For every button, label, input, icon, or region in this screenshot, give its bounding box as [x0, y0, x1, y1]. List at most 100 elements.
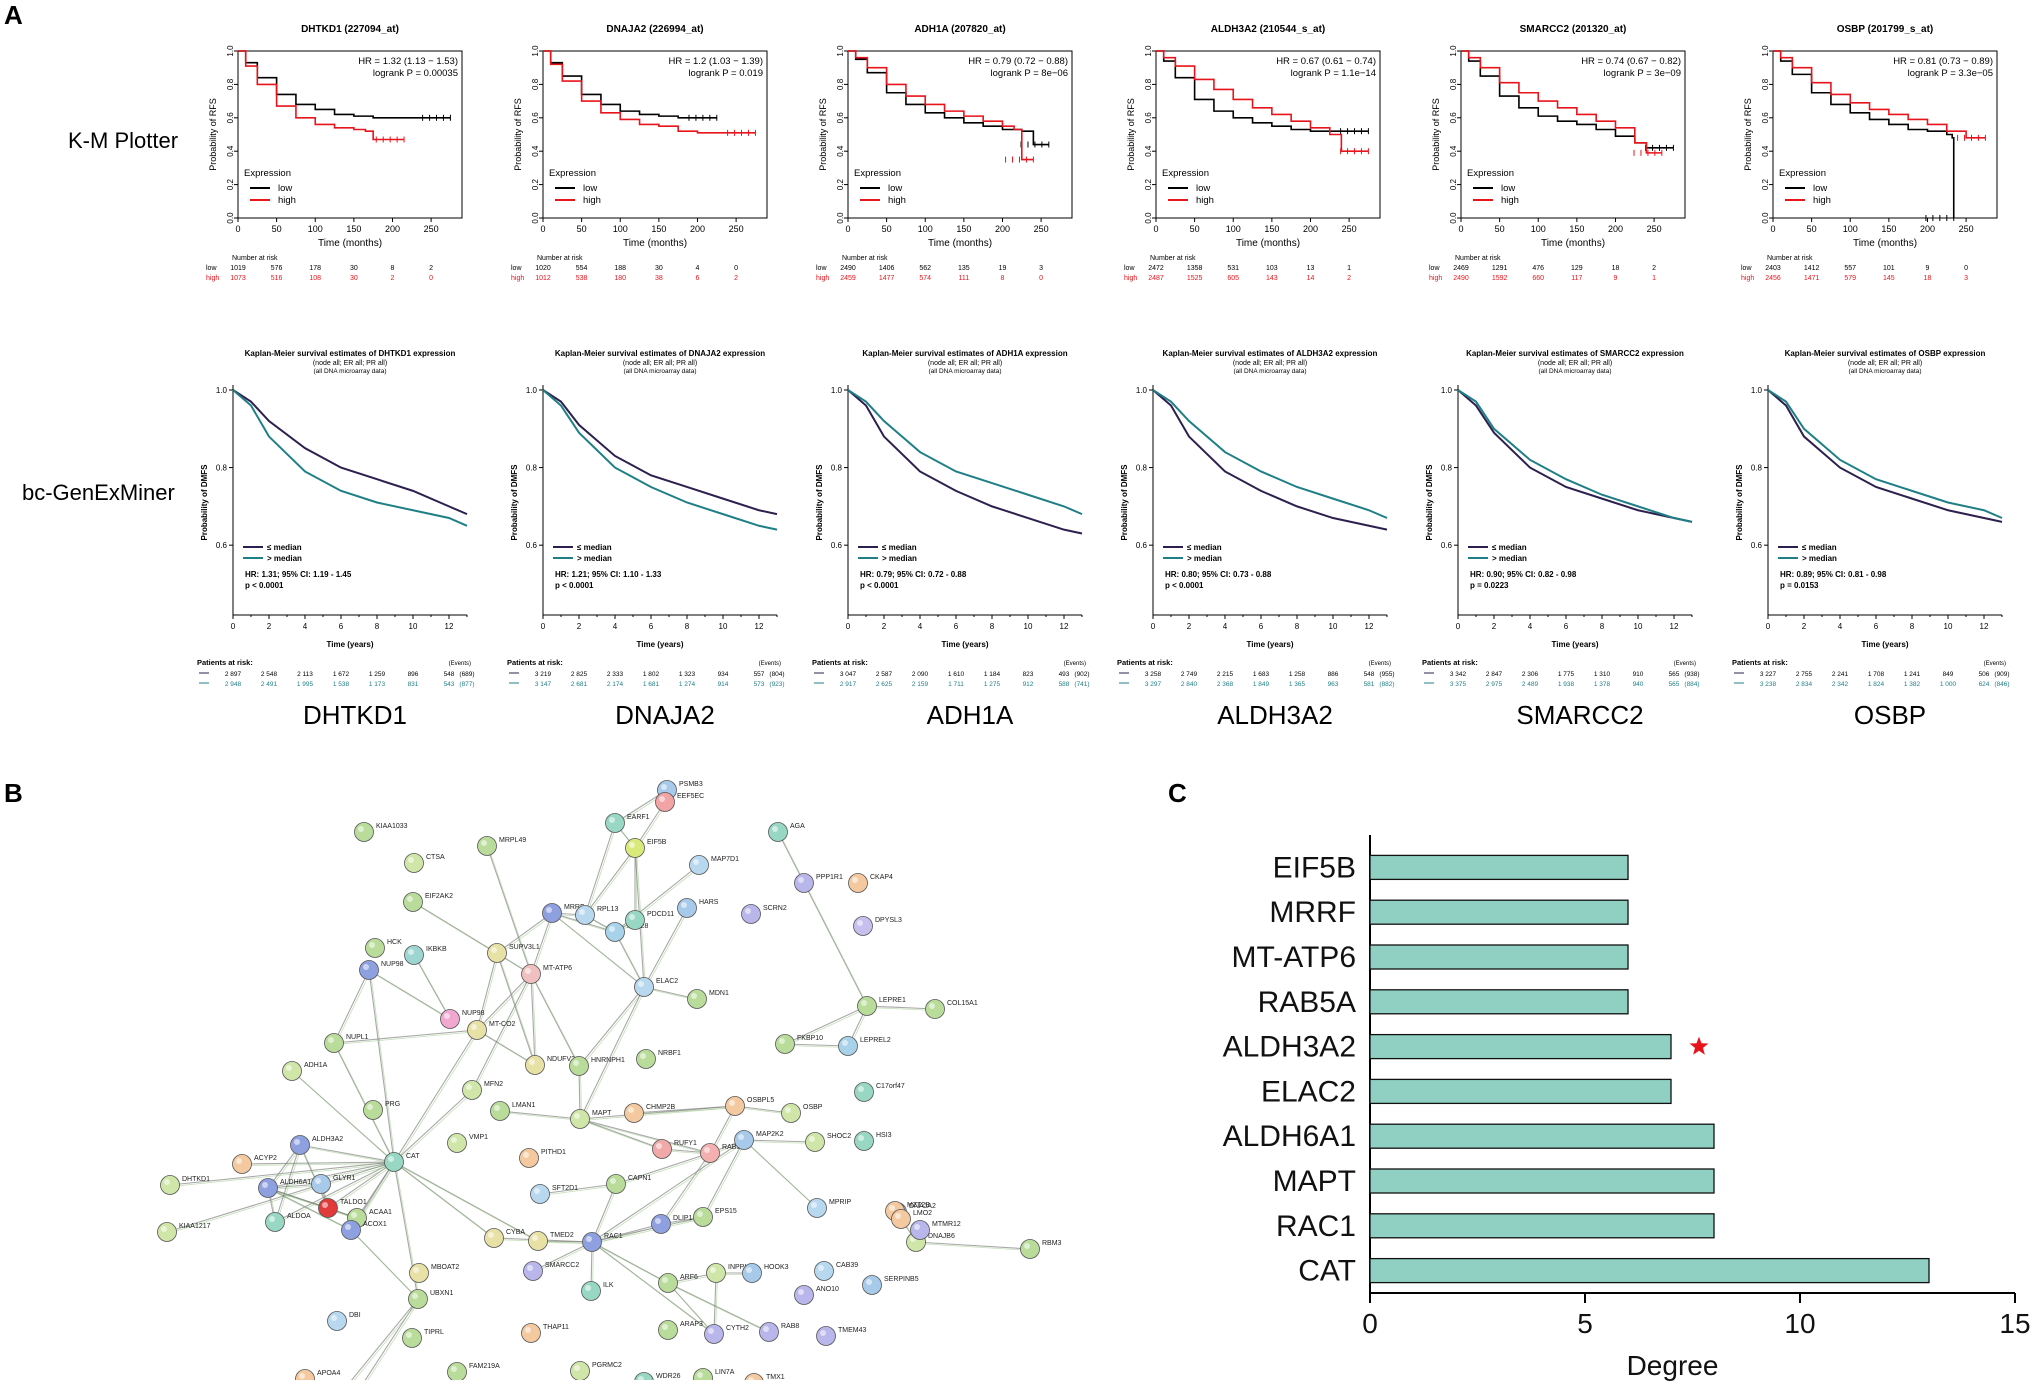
bc-risk-low-value: (955) — [1379, 671, 1394, 678]
km-risk-low-value: 1412 — [1804, 265, 1820, 272]
bc-risk-low-value: 493 — [1059, 671, 1070, 678]
network-node: ALDOA — [265, 1212, 311, 1232]
bc-risk-high-value: 2 917 — [840, 681, 857, 688]
km-xlabel: Time (months) — [318, 238, 382, 249]
network-node-highlight — [708, 1328, 714, 1334]
bc-title: Kaplan-Meier survival estimates of ALDH3… — [1163, 349, 1378, 358]
network-node-label: LMAN1 — [512, 1102, 535, 1109]
network-edge — [413, 954, 451, 1020]
km-xlabel: Time (months) — [1853, 238, 1917, 249]
network-node: LIN7A — [693, 1368, 735, 1380]
bc-ytick-label: 1.0 — [216, 386, 228, 395]
network-edge-evidence — [301, 1146, 396, 1164]
bc-risk-high-value: (877) — [459, 681, 474, 688]
network-edge-evidence — [532, 975, 537, 1067]
bc-risk-low-value: 1 610 — [948, 671, 965, 678]
bc-risk-high-value: (882) — [1379, 681, 1394, 688]
network-edge — [784, 1005, 868, 1045]
bc-curve-low — [1767, 389, 2003, 523]
network-node-label: MAPT — [592, 1110, 612, 1117]
km-risk-row-low: low — [816, 265, 827, 272]
bc-legend-low: ≤ median — [267, 543, 302, 552]
network-node-circle — [318, 1198, 338, 1218]
network-node: EEF5EC — [655, 792, 704, 812]
network-node-circle — [854, 1082, 874, 1102]
km-legend-high: high — [1196, 195, 1214, 206]
bc-risk-low-value: 1 775 — [1558, 671, 1575, 678]
bc-hr: HR: 0.90; 95% CI: 0.82 - 0.98 — [1470, 570, 1577, 579]
bc-risk-low-value: (909) — [1994, 671, 2009, 678]
km-risk-row-high: high — [206, 275, 219, 282]
km-legend-title: Expression — [1779, 168, 1826, 179]
bar-label-mapt: MAPT — [1273, 1165, 1356, 1198]
km-legend-title: Expression — [244, 168, 291, 179]
bc-risk-high-value: 1 000 — [1940, 681, 1957, 688]
network-edge — [579, 986, 645, 1120]
km-risk-low-value: 576 — [271, 265, 283, 272]
bc-risk-label: Patients at risk: — [1422, 658, 1478, 667]
bc-xtick-label: 6 — [1874, 622, 1879, 631]
km-hr: HR = 1.2 (1.03 − 1.39) — [668, 56, 763, 67]
km-xtick-label: 250 — [1342, 224, 1357, 234]
km-risk-row-high: high — [1429, 275, 1442, 282]
panel-letter-c: C — [1168, 778, 1187, 808]
km-xtick-label: 200 — [1608, 224, 1623, 234]
network-edge — [530, 973, 536, 1066]
km-legend-low: low — [1501, 183, 1515, 194]
bc-curve-high — [542, 389, 778, 531]
network-node-label: RUFY1 — [674, 1140, 697, 1147]
bc-ylabel: Probability of DMFS — [1735, 464, 1744, 541]
km-risk-high-value: 2459 — [840, 275, 856, 282]
bc-risk-high-value: 2 834 — [1796, 681, 1813, 688]
network-node: TMED2 — [528, 1231, 574, 1251]
bc-title: Kaplan-Meier survival estimates of DHTKD… — [245, 349, 456, 358]
network-node: HSI3 — [854, 1131, 892, 1151]
km-chart-dnaja2: DNAJA2 (226994_at) 0.0 0.2 0.4 0.6 0.8 1.0 0 50 1… — [511, 24, 768, 282]
bc-risk-low-value: 1 708 — [1868, 671, 1885, 678]
network-node-label: DHTKD1 — [182, 1176, 210, 1183]
network-edge — [866, 1005, 936, 1010]
network-node-label: HSI3 — [876, 1132, 892, 1139]
network-node-circle — [741, 904, 761, 924]
network-node-highlight — [164, 1179, 170, 1185]
bc-events-label: (Events) — [1984, 661, 2006, 667]
km-pvalue: logrank P = 3.3e−05 — [1908, 68, 1993, 79]
bc-risk-low-value: 1 672 — [333, 671, 350, 678]
network-node-label: CAPN1 — [628, 1175, 651, 1182]
network-edge-evidence — [370, 971, 396, 1164]
gene-label-adh1a: ADH1A — [926, 700, 1014, 730]
network-node-label: DNAJB6 — [928, 1233, 955, 1240]
km-legend-high: high — [888, 195, 906, 206]
network-node-highlight — [638, 981, 644, 987]
network-node: VMP1 — [447, 1133, 488, 1153]
km-risk-row-low: low — [206, 265, 217, 272]
km-ytick-label: 0.4 — [531, 145, 540, 157]
network-node-label: RBM3 — [1042, 1240, 1062, 1247]
bc-risk-high-value: 3 238 — [1760, 681, 1777, 688]
bc-xlabel: Time (years) — [942, 640, 989, 649]
bc-hr: HR: 0.79; 95% CI: 0.72 - 0.88 — [860, 570, 967, 579]
km-risk-low-value: 554 — [576, 265, 588, 272]
network-node: ELAC2 — [634, 977, 678, 997]
bc-ytick-label: 0.8 — [526, 464, 538, 473]
bc-risk-high-value: 581 — [1364, 681, 1375, 688]
network-edge — [267, 1187, 352, 1231]
bc-risk-high-value: 2 975 — [1486, 681, 1503, 688]
network-node-circle — [655, 792, 675, 812]
km-risk-high-value: 1 — [1652, 275, 1656, 282]
network-node-label: MAP2K2 — [756, 1131, 784, 1138]
network-edge — [532, 1241, 593, 1272]
network-edge — [499, 1110, 581, 1120]
km-risk-high-value: 605 — [1227, 275, 1239, 282]
network-node-label: RPL13 — [597, 906, 619, 913]
network-edge-evidence — [662, 1154, 712, 1226]
km-frame — [1155, 50, 1381, 219]
network-node-highlight — [798, 1289, 804, 1295]
bc-curve-high — [1152, 389, 1388, 519]
km-frame — [237, 50, 463, 219]
km-curve-high — [543, 50, 756, 134]
network-node-label: HCK — [387, 939, 402, 946]
km-pvalue: logrank P = 8e−06 — [991, 68, 1068, 79]
network-node-label: MT-CO2 — [489, 1021, 516, 1028]
network-node-highlight — [628, 1107, 634, 1113]
